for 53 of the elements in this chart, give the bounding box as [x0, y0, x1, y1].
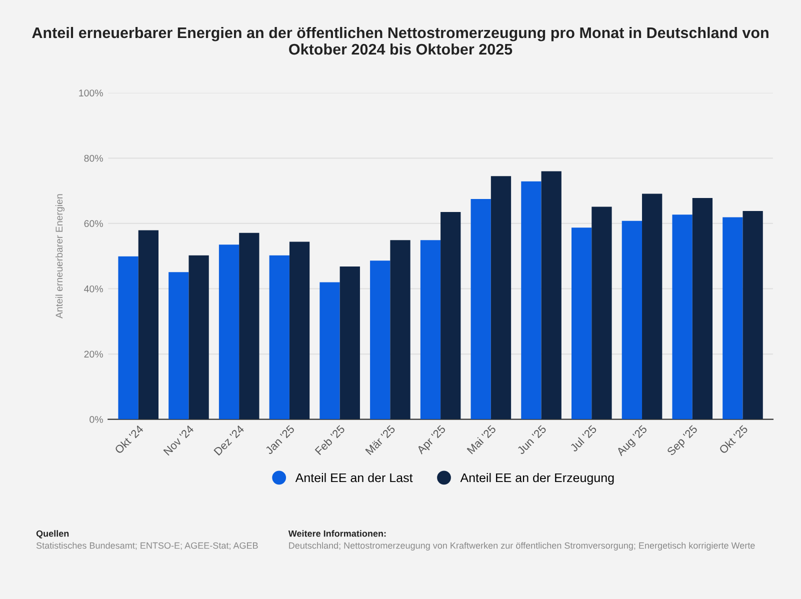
x-tick-label: Feb '25 [314, 424, 346, 456]
text: Statistisches Bundesamt; ENTSO-E; AGEE-Stat; AGEB [36, 542, 258, 550]
bar [592, 206, 612, 420]
bar [722, 217, 743, 420]
bar [541, 171, 562, 420]
y-tick-label: 80% [84, 154, 103, 162]
bar [269, 255, 290, 420]
bar [420, 240, 441, 420]
x-tick-label: Sep '25 [666, 424, 700, 458]
bar [239, 232, 260, 420]
text: Quellen [36, 530, 69, 538]
text: Deutschland; Nettostromerzeugung von Kraftwerken zur öffentlichen Stromversorgung; Energetisch korrigierte Werte [289, 542, 755, 551]
bar [118, 256, 138, 420]
x-tick-label: Mär '25 [365, 424, 396, 456]
bar [390, 240, 410, 420]
x-tick-label: Okt '24 [114, 424, 144, 454]
y-tick-label: 60% [84, 220, 103, 228]
x-tick-label: Mai '25 [466, 424, 496, 454]
y-tick-label: 40% [84, 285, 103, 292]
bar [218, 244, 240, 420]
bar [672, 214, 692, 420]
bar [490, 176, 512, 420]
x-tick-label: Aug '25 [616, 424, 650, 458]
bar [642, 194, 662, 420]
x-tick-label: Apr '25 [416, 424, 448, 456]
x-tick-label: Nov '24 [163, 424, 194, 456]
y-tick-label: 0% [90, 416, 103, 423]
y-tick-label: 100% [79, 90, 103, 96]
x-tick-label: Jun '25 [516, 424, 547, 455]
y-axis-title: Anteil erneuerbarer Energien [55, 194, 65, 318]
chart-title: Anteil erneuerbarer Energien an der öffentlichen Nettostromerzeugung pro Monat in Deutschland von Oktober 2024 bis Oktober 2025 [32, 26, 768, 55]
bar [440, 212, 461, 420]
x-tick-label: Jul '25 [569, 424, 598, 452]
legend-label: Anteil EE an der Erzeugung [460, 472, 614, 485]
bar [742, 211, 763, 420]
y-tick-label: 20% [84, 350, 103, 358]
bar [572, 228, 592, 420]
bar [168, 272, 189, 420]
bar [521, 181, 542, 420]
bar [692, 198, 713, 420]
bar [138, 230, 158, 420]
bar [470, 198, 491, 420]
x-tick-label: Jan '25 [264, 424, 295, 455]
bar [340, 266, 360, 420]
text: Weitere Informationen: [288, 530, 386, 537]
bar [188, 255, 209, 420]
bar [320, 282, 340, 420]
bar [370, 260, 390, 420]
legend-label: Anteil EE an der Last [295, 472, 413, 482]
bar [622, 220, 642, 420]
x-tick-label: Dez '24 [214, 424, 245, 456]
x-tick-label: Okt '25 [718, 424, 748, 454]
bar [289, 242, 310, 420]
